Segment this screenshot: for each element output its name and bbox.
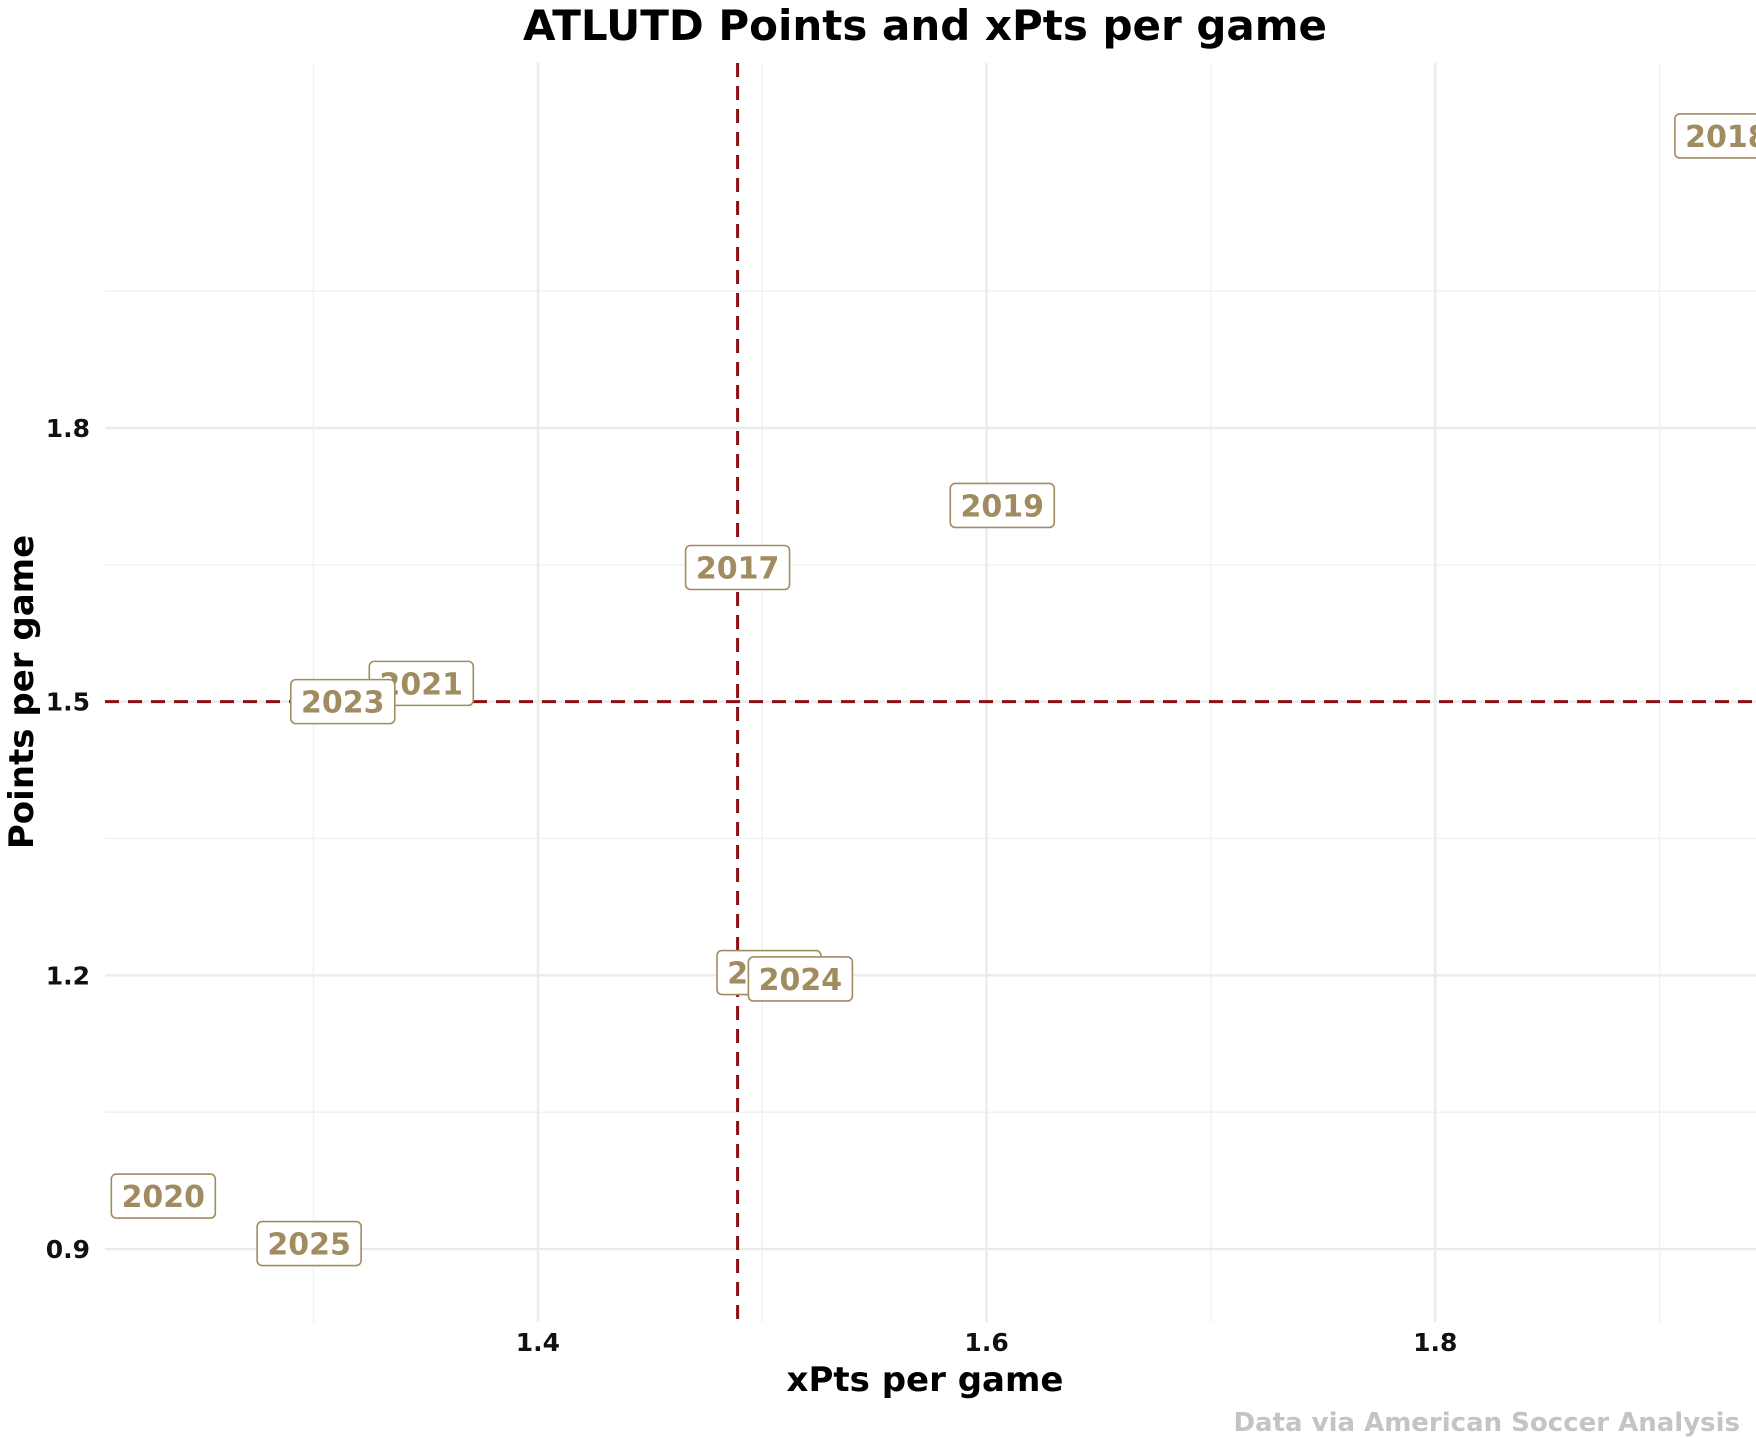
point-label-box: [110, 1173, 217, 1219]
point-label-2019: 2019: [949, 482, 1056, 529]
point-label-box: [684, 544, 791, 591]
x-axis-title: xPts per game: [787, 1360, 1064, 1400]
point-label-2020: 2020: [110, 1173, 217, 1219]
y-tick-label: 1.8: [46, 414, 90, 443]
point-label-2025: 2025: [256, 1220, 362, 1267]
y-tick-label: 1.5: [46, 688, 90, 717]
y-tick-label: 0.9: [46, 1235, 90, 1264]
x-tick-label: 1.6: [964, 1328, 1008, 1357]
point-label-text: 2024: [759, 963, 843, 998]
y-axis-title: Points per game: [2, 535, 42, 849]
reference-lines: [105, 63, 1756, 1322]
point-label-text: 2017: [696, 552, 780, 587]
x-axis-ticks: 1.4 1.6 1.8: [516, 1328, 1458, 1357]
point-label-box: [256, 1220, 362, 1267]
point-label-2017: 2017: [684, 544, 791, 591]
point-label-text: 2019: [961, 489, 1045, 524]
y-axis-ticks: 0.9 1.2 1.5 1.8: [46, 414, 90, 1264]
point-label-box: [1674, 113, 1756, 159]
point-label-box: [289, 678, 396, 725]
point-label-text: 2020: [122, 1180, 206, 1215]
y-tick-label: 1.2: [46, 961, 90, 990]
point-label-box: [949, 482, 1056, 529]
chart-title: ATLUTD Points and xPts per game: [523, 1, 1327, 50]
minor-gridlines: [105, 63, 1756, 1322]
point-label-2023: 2023: [289, 678, 396, 725]
point-label-2024: 2024: [747, 956, 854, 1002]
point-label-text: 2023: [301, 686, 385, 721]
x-tick-label: 1.4: [516, 1328, 560, 1357]
x-tick-label: 1.8: [1413, 1328, 1457, 1357]
point-label-box: [747, 956, 854, 1002]
data-source-caption: Data via American Soccer Analysis: [1233, 1408, 1740, 1438]
point-label-text: 2018: [1685, 120, 1756, 155]
data-points: 201720182019202020212022202320242025: [110, 113, 1756, 1267]
point-label-text: 2025: [267, 1228, 351, 1263]
point-label-2018: 2018: [1674, 113, 1756, 159]
